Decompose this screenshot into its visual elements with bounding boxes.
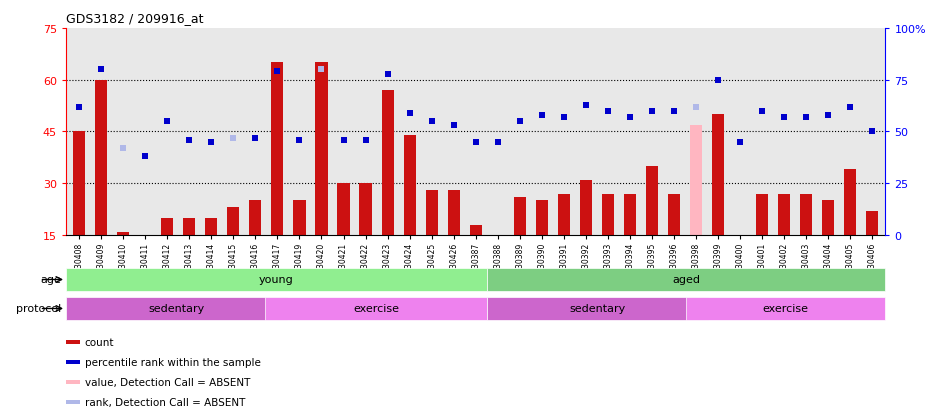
Bar — [690, 125, 702, 235]
Text: exercise: exercise — [353, 304, 399, 314]
Bar — [66, 339, 80, 344]
Bar — [66, 380, 80, 384]
Bar — [470, 225, 481, 235]
Bar — [844, 170, 856, 235]
Bar — [66, 297, 287, 320]
Bar — [492, 235, 504, 259]
Bar — [487, 268, 885, 291]
Text: sedentary: sedentary — [569, 304, 625, 314]
Bar — [250, 201, 262, 235]
Text: count: count — [85, 337, 114, 347]
Text: young: young — [259, 275, 294, 285]
Bar — [271, 63, 284, 235]
Bar — [624, 194, 636, 235]
Text: sedentary: sedentary — [149, 304, 204, 314]
Bar — [756, 194, 768, 235]
Bar — [117, 232, 129, 235]
Bar — [293, 201, 305, 235]
Bar — [95, 81, 107, 235]
Text: GDS3182 / 209916_at: GDS3182 / 209916_at — [66, 12, 203, 25]
Bar — [66, 400, 80, 404]
Bar — [580, 180, 592, 235]
Bar — [800, 194, 812, 235]
Bar — [447, 191, 460, 235]
Bar — [822, 201, 835, 235]
Bar — [558, 194, 570, 235]
Bar — [227, 208, 239, 235]
Bar — [403, 135, 415, 235]
Bar — [536, 201, 548, 235]
Bar — [316, 63, 328, 235]
Bar — [686, 297, 885, 320]
Bar — [66, 268, 487, 291]
Bar — [646, 166, 658, 235]
Bar — [734, 235, 746, 259]
Bar — [66, 360, 80, 364]
Bar — [712, 115, 724, 235]
Text: percentile rank within the sample: percentile rank within the sample — [85, 357, 261, 367]
Bar — [867, 211, 878, 235]
Text: exercise: exercise — [763, 304, 809, 314]
Text: value, Detection Call = ABSENT: value, Detection Call = ABSENT — [85, 377, 251, 387]
Text: age: age — [41, 275, 61, 285]
Bar — [184, 218, 195, 235]
Text: rank, Detection Call = ABSENT: rank, Detection Call = ABSENT — [85, 397, 245, 407]
Bar — [487, 297, 708, 320]
Bar — [668, 194, 680, 235]
Bar — [426, 191, 438, 235]
Bar — [360, 184, 371, 235]
Bar — [205, 218, 218, 235]
Bar — [337, 184, 349, 235]
Bar — [513, 197, 526, 235]
Bar — [382, 91, 394, 235]
Bar — [602, 194, 614, 235]
Bar — [778, 194, 790, 235]
Bar — [161, 218, 173, 235]
Bar — [73, 132, 85, 235]
Text: aged: aged — [673, 275, 700, 285]
Text: protocol: protocol — [16, 304, 61, 314]
Bar — [266, 297, 487, 320]
